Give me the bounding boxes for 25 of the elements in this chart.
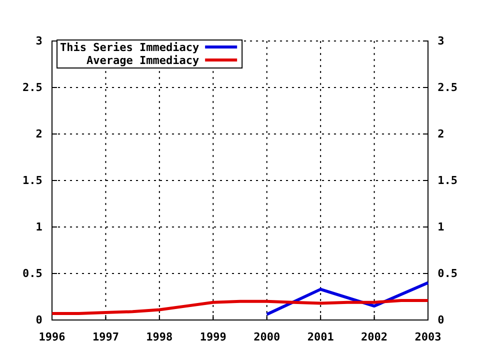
legend-label: Average Immediacy (86, 54, 200, 67)
y-tick-label: 1 (36, 220, 43, 234)
y-tick-label: 3 (36, 34, 42, 48)
x-tick-label: 2001 (307, 330, 334, 344)
x-tick-label: 2002 (361, 330, 388, 344)
y2-tick-label: 1 (438, 220, 445, 234)
y-tick-label: 0.5 (22, 267, 42, 280)
legend-label: This Series Immediacy (60, 41, 200, 54)
x-tick-label: 2000 (254, 330, 280, 344)
y2-tick-label: 3 (438, 34, 444, 48)
y-tick-label: 1.5 (22, 174, 42, 188)
y2-tick-label: 1.5 (438, 174, 458, 188)
x-tick-label: 1996 (38, 330, 66, 344)
y2-tick-label: 2 (438, 128, 444, 141)
x-tick-label: 1999 (200, 330, 226, 344)
y-tick-label: 0 (36, 314, 42, 327)
y2-tick-label: 2.5 (438, 81, 458, 94)
y-tick-label: 2.5 (22, 81, 42, 94)
y2-tick-label: 0.5 (438, 267, 458, 280)
x-tick-label: 1997 (92, 330, 119, 344)
y-tick-label: 2 (36, 128, 42, 141)
line-series (50, 298, 430, 315)
x-tick-label: 1998 (146, 330, 173, 344)
y2-tick-label: 0 (438, 314, 444, 327)
x-tick-label: 2003 (414, 330, 442, 344)
